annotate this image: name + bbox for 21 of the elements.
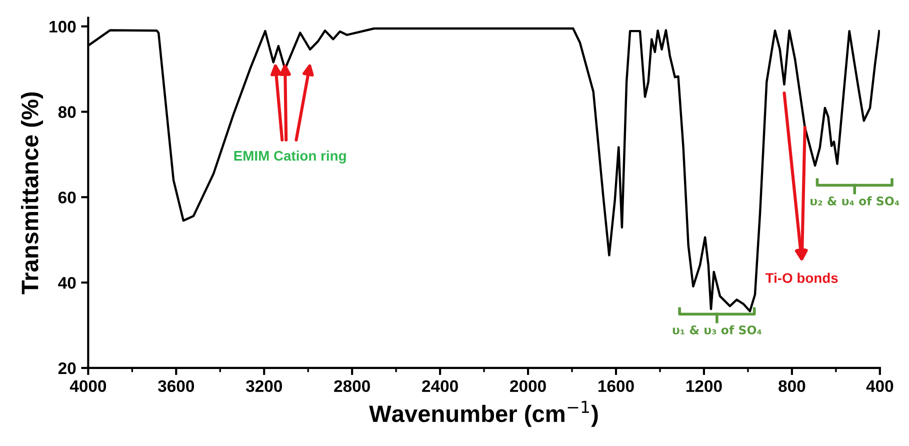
- y-tick-label: 60: [58, 192, 76, 204]
- x-tick-label: 2400: [422, 380, 458, 392]
- y-tick-label: 40: [58, 276, 76, 289]
- x-tick-label: 800: [778, 380, 806, 392]
- x-tick-label: 400: [866, 380, 894, 392]
- annotation: Ti-O bonds: [765, 272, 838, 283]
- y-axis-title: Transmittance (%): [20, 92, 44, 294]
- y-tick-label: 100: [50, 20, 76, 33]
- x-tick-label: 1200: [686, 380, 722, 392]
- x-axis-title: Wavenumber (cm$^{−1}$): [369, 400, 598, 427]
- x-tick-label: 3600: [158, 380, 194, 392]
- x-tick-label: 1600: [598, 380, 634, 392]
- x-tick-label: 2800: [334, 380, 370, 392]
- annotation: υ₁ & υ₃ of SO₄: [672, 325, 762, 334]
- x-tick-label: 3200: [246, 380, 282, 392]
- y-tick-label: 80: [58, 106, 76, 118]
- annotation: υ₂ & υ₄ of SO₄: [810, 196, 900, 206]
- x-tick-label: 4000: [70, 380, 106, 392]
- y-tick-label: 20: [58, 362, 76, 374]
- x-tick-label: 2000: [510, 380, 546, 392]
- annotation: EMIM Cation ring: [234, 150, 346, 164]
